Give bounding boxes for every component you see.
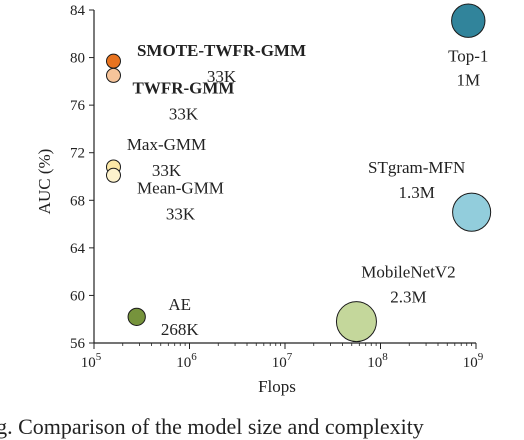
point-labels: SMOTE-TWFR-GMM33KTWFR-GMM33KMax-GMM33KMe… (127, 41, 489, 339)
point-top-1 (451, 3, 486, 38)
label-ae: AE (168, 295, 191, 314)
label-smote-twfr-gmm: SMOTE-TWFR-GMM (137, 41, 306, 60)
x-tick-label: 106 (176, 351, 197, 371)
x-axis-title: Flops (258, 377, 296, 396)
y-tick-label: 56 (70, 336, 86, 352)
figure-caption: ig. Comparison of the model size and com… (0, 414, 424, 439)
data-points (105, 3, 492, 343)
point-mobilenetv2 (335, 301, 377, 343)
size-label-mobilenetv2: 2.3M (390, 288, 426, 307)
y-tick-label: 60 (70, 288, 85, 304)
y-tick-label: 72 (70, 146, 85, 162)
size-label-twfr-gmm: 33K (169, 104, 199, 123)
y-tick-label: 84 (70, 3, 86, 19)
label-stgram-mfn: STgram-MFN (368, 158, 465, 177)
y-tick-label: 68 (70, 193, 85, 209)
size-label-top-1: 1M (456, 71, 480, 90)
x-tick-label: 105 (81, 351, 102, 371)
x-tick-label: 109 (463, 351, 484, 371)
y-axis-title: AUC (%) (35, 149, 54, 215)
point-smote-twfr-gmm (105, 53, 121, 69)
size-label-smote-twfr-gmm: 33K (207, 67, 237, 86)
x-tick-label: 108 (367, 351, 388, 371)
label-mobilenetv2: MobileNetV2 (361, 263, 455, 282)
axes: 56 60 64 68 72 76 80 84 105 106 107 108 109 (70, 3, 484, 371)
y-tick-label: 64 (70, 241, 86, 257)
size-label-ae: 268K (161, 320, 200, 339)
point-stgram-mfn (452, 192, 492, 232)
size-label-max-gmm: 33K (152, 161, 182, 180)
size-label-mean-gmm: 33K (166, 204, 196, 223)
y-tick-label: 76 (70, 98, 86, 114)
point-mean-gmm (105, 167, 121, 183)
point-twfr-gmm (105, 67, 121, 83)
point-ae (127, 307, 146, 326)
label-top-1: Top-1 (448, 47, 488, 66)
size-label-stgram-mfn: 1.3M (398, 183, 434, 202)
label-twfr-gmm: TWFR-GMM (133, 78, 235, 97)
label-max-gmm: Max-GMM (127, 135, 206, 154)
x-tick-label: 107 (272, 351, 293, 371)
y-tick-label: 80 (70, 51, 85, 67)
scatter-chart: 56 60 64 68 72 76 80 84 105 106 107 108 109 SMOTE-TW… (35, 3, 492, 396)
label-mean-gmm: Mean-GMM (137, 178, 224, 197)
